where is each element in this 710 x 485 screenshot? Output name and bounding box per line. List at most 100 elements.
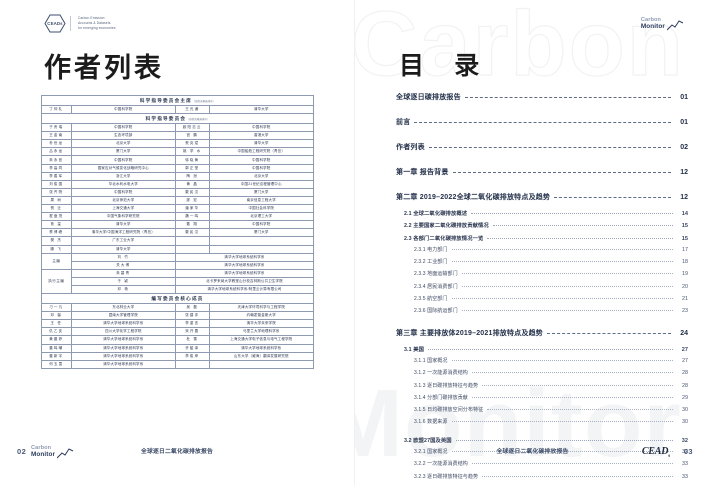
toc-entry-page: 17 bbox=[682, 246, 688, 253]
author-name: 李俊岸 bbox=[175, 351, 210, 361]
author-name: 欧阳志云 bbox=[175, 123, 210, 133]
logo-subtitle: Carbon Emission Accounts & Datasets for … bbox=[75, 15, 116, 30]
author-name: 黄 晶 bbox=[175, 179, 210, 189]
author-affiliation: 中国科学院 bbox=[70, 155, 177, 165]
toc-entry-label: 3.1 美国 bbox=[404, 346, 425, 353]
toc-entry[interactable]: 3.2.3 逐日碳排放特征与趋势 33 bbox=[396, 473, 688, 485]
author-affiliation: 华北水利水电大学 bbox=[70, 179, 177, 189]
toc-leader-dots bbox=[471, 372, 673, 374]
toc-entry-page: 33 bbox=[682, 461, 688, 468]
toc-entry[interactable]: 前言 01 bbox=[396, 117, 688, 134]
author-affiliation: 中国气象科学研究院 bbox=[70, 212, 177, 222]
author-name bbox=[175, 236, 210, 246]
author-name: 朱永官 bbox=[41, 155, 72, 165]
author-affiliation: 北卡罗来纳大学教堂山分校吉林斯公共卫生学院 bbox=[175, 276, 314, 286]
author-affiliation: 天津大学环境科学与工程学院 bbox=[208, 303, 315, 313]
toc-entry[interactable]: 第二章 2019–2022全球二氧化碳排放特点及趋势 12 bbox=[396, 192, 688, 209]
table-row: 樊 杰广东工业大学 bbox=[41, 236, 315, 246]
author-name: 魏一鸣 bbox=[175, 212, 210, 222]
author-name: 董新宇 bbox=[41, 351, 72, 361]
toc-leader-dots bbox=[451, 248, 673, 250]
toc-entry[interactable]: 2.3.6 国际航运部门 23 bbox=[396, 307, 688, 319]
toc-leader-dots bbox=[451, 359, 673, 361]
toc-entry[interactable]: 3.1.1 国家概况 27 bbox=[396, 357, 688, 369]
author-affiliation: 南京信息工程大学 bbox=[208, 195, 315, 206]
toc-leader-dots bbox=[451, 261, 673, 263]
toc-leader-dots bbox=[487, 409, 673, 411]
logo-line-1: Carbon Emission bbox=[78, 15, 105, 20]
ceads-footer-text: CEAD bbox=[641, 446, 669, 457]
toc-entry[interactable]: 3.1.6 数据来源 30 bbox=[396, 418, 688, 430]
toc-entry[interactable]: 2.2 主要国家二氧化碳排放贡献情况 15 bbox=[396, 221, 688, 233]
author-name: 何玉霞 bbox=[41, 359, 72, 369]
author-affiliation: 中国科学院 bbox=[208, 123, 315, 133]
toc-entry-page: 32 bbox=[681, 437, 688, 444]
toc-entry[interactable]: 3.1.3 逐日碳排放特征与趋势 28 bbox=[396, 382, 688, 394]
toc-entry-label: 作者列表 bbox=[396, 144, 425, 151]
toc-entry[interactable]: 2.1 全球二氧化碳排放概述 14 bbox=[396, 209, 688, 221]
toc-entry[interactable]: 3.2.2 一次能源消费结构 33 bbox=[396, 460, 688, 472]
table-row: 贺 迁上海交通大学 潘家华 中国社会科学院 bbox=[41, 204, 315, 214]
toc-entry[interactable]: 3.1.5 日均碳排放空间分布特征 30 bbox=[396, 406, 688, 418]
footer-title-left: 全球逐日二氧化碳排放报告 bbox=[141, 449, 213, 455]
author-name bbox=[175, 359, 210, 369]
toc-entry[interactable]: 作者列表 02 bbox=[396, 142, 688, 159]
toc-entry-page: 18 bbox=[682, 259, 688, 266]
author-name: 王光谦 bbox=[175, 104, 210, 115]
table-section-header: 科学指导委员会主席 （按姓氏笔画排序） bbox=[41, 95, 314, 106]
author-affiliation: 中国21世纪议程管理中心 bbox=[208, 179, 315, 189]
toc-entry-page: 12 bbox=[680, 194, 688, 201]
sparkline-icon bbox=[667, 19, 684, 30]
toc-entry-label: 前言 bbox=[396, 119, 411, 126]
author-name: 贺 迁 bbox=[41, 204, 72, 214]
toc-entry[interactable]: 2.3.3 地面运输部门 19 bbox=[396, 270, 688, 282]
toc-entry[interactable]: 2.3.5 航空部门 21 bbox=[396, 295, 688, 307]
toc-leader-dots bbox=[554, 197, 671, 198]
toc-entry[interactable]: 3.2.1 国家概况 32 bbox=[396, 448, 688, 460]
toc-entry[interactable]: 全球逐日碳排放报告 01 bbox=[396, 92, 688, 109]
toc-entry[interactable]: 第一章 报告背景 12 bbox=[396, 167, 688, 184]
author-affiliation: 广东工业大学 bbox=[70, 236, 177, 246]
author-affiliation: 清华大学地球系统科学系 bbox=[70, 359, 177, 369]
row-group-label: 主编 bbox=[41, 252, 72, 270]
toc-entry-label: 2.3 各部门二氧化碳排放情况一览 bbox=[404, 235, 484, 242]
author-name: 宫 鹏 bbox=[175, 131, 210, 141]
toc-entry[interactable]: 2.3 各部门二氧化碳排放情况一览 15 bbox=[396, 234, 688, 246]
toc-entry[interactable]: 2.3.1 电力部门 17 bbox=[396, 246, 688, 258]
toc-leader-dots bbox=[546, 332, 671, 334]
folio-left: 02 bbox=[17, 447, 27, 456]
toc-entry-page: 12 bbox=[680, 169, 688, 176]
table-row: 丁仲礼 中国科学院 王光谦 清华大学 bbox=[41, 104, 315, 115]
author-name: 宋开置 bbox=[175, 327, 210, 337]
author-affiliation bbox=[208, 359, 315, 369]
section-heading-note: （按姓氏笔画排序） bbox=[186, 117, 210, 121]
section-heading: 科学指导委员会 （按姓氏笔画排序） bbox=[41, 113, 314, 125]
table-row: 何玉霞 清华大学地球系统科学系 bbox=[41, 359, 315, 369]
toc-entry[interactable]: 3.1.2 一次能源消费结构 28 bbox=[396, 369, 688, 381]
table-section-header: 科学指导委员会 （按姓氏笔画排序） bbox=[41, 113, 314, 125]
toc-entry[interactable]: 3.2 欧盟27国及英国 32 bbox=[396, 436, 688, 448]
toc-entry-page: 28 bbox=[682, 382, 688, 389]
toc-entry-page: 24 bbox=[680, 329, 688, 337]
page-title-author-list: 作者列表 bbox=[44, 53, 164, 83]
table-row: 董鸣嘲 清华大学地球系统科学系 许韶泽 清华大学地球系统科学系 bbox=[41, 343, 315, 353]
carbon-monitor-logo-footer: Carbon Monitor bbox=[31, 446, 74, 459]
author-affiliation: 清华大学地球系统科学系 bbox=[70, 351, 177, 361]
toc-entry[interactable]: 3.1.4 分部门碳排放贡献 29 bbox=[396, 394, 688, 406]
toc-entry-page: 33 bbox=[682, 473, 688, 480]
toc-entry[interactable]: 3.1 美国 27 bbox=[396, 345, 688, 357]
toc-entry[interactable]: 2.3.2 工业部门 18 bbox=[396, 258, 688, 270]
brand-line-monitor: Monitor bbox=[640, 22, 665, 30]
toc-entry-label: 3.1.5 日均碳排放空间分布特征 bbox=[414, 407, 484, 414]
logo-line-3: for emerging economies bbox=[78, 25, 116, 30]
toc-leader-dots bbox=[461, 310, 673, 312]
row-group-label: 执行主编 bbox=[41, 268, 72, 295]
author-name: 朱碧青 bbox=[70, 268, 177, 278]
author-affiliation: 香港大学 bbox=[208, 131, 315, 141]
author-name: 黄晨婷 bbox=[41, 335, 72, 345]
toc-entry-label: 2.3.5 航空部门 bbox=[414, 296, 448, 303]
author-affiliation: 中国科学院 bbox=[70, 104, 177, 115]
toc-entry[interactable]: 第三章 主要排放体2019–2021排放特点及趋势 24 bbox=[396, 328, 688, 345]
toc-entry[interactable]: 2.3.4 居民消费部门 20 bbox=[396, 283, 688, 295]
